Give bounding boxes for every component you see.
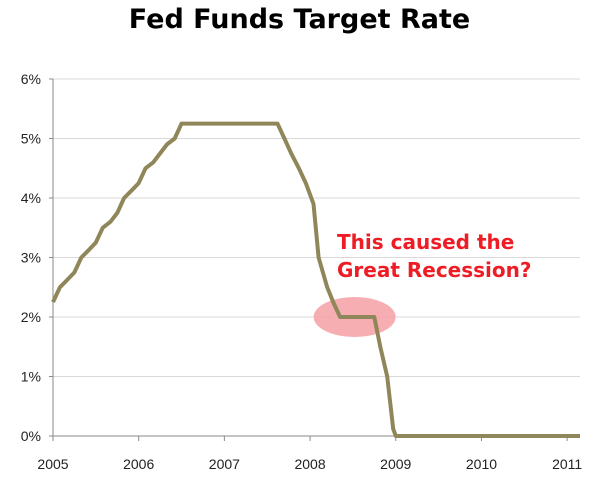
x-tick-label-1: 2006 [123, 456, 154, 472]
x-tick-label-6: 2011 [552, 456, 582, 472]
y-tick-label-6: 6% [21, 71, 41, 87]
annotation-line-2: Great Recession? [337, 258, 532, 282]
y-tick-label-4: 4% [21, 190, 41, 206]
series-layer [51, 121, 580, 438]
annotation-line-1: This caused the [337, 230, 514, 254]
x-tick-label-0: 2005 [37, 456, 68, 472]
x-tick-label-2: 2007 [209, 456, 240, 472]
y-tick-label-5: 5% [21, 131, 41, 147]
y-tick-label-0: 0% [21, 428, 41, 444]
chart-title: Fed Funds Target Rate [128, 4, 471, 35]
y-tick-label-1: 1% [21, 369, 41, 385]
x-tick-label-4: 2009 [380, 456, 411, 472]
annotation: This caused the Great Recession? [337, 230, 532, 282]
y-tick-labels: 0% 1% 2% 3% 4% 5% 6% [21, 71, 41, 444]
y-tick-label-2: 2% [21, 309, 41, 325]
x-tick-labels: 2005 2006 2007 2008 2009 2010 2011 [37, 456, 582, 472]
y-tick-label-3: 3% [21, 250, 41, 266]
x-tick-label-3: 2008 [294, 456, 325, 472]
series-line-0 [51, 121, 580, 438]
x-tick-label-5: 2010 [466, 456, 497, 472]
